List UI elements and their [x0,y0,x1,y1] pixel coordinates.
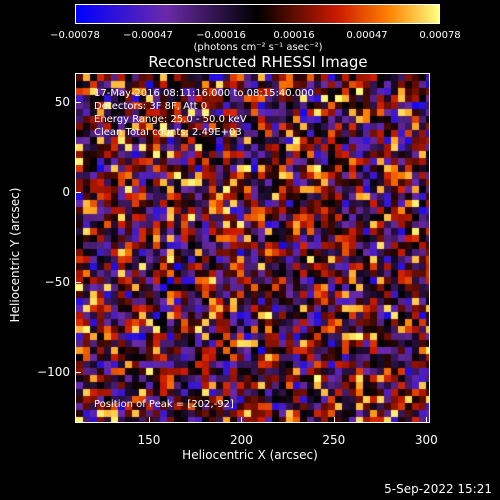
colorbar-unit: (photons cm⁻² s⁻¹ asec⁻²) [193,42,323,53]
y-tick-label: −100 [37,365,70,380]
time-range-annotation: 17-May-2016 08:11:16.000 to 08:15:40.000 [94,88,314,99]
x-axis-label: Heliocentric X (arcsec) [182,448,318,462]
colorbar-tick-label: −0.00016 [196,30,246,41]
x-tick-label: 250 [322,433,346,447]
x-tick-mark [333,417,335,423]
x-tick-label: 200 [229,433,253,447]
x-tick-label: 300 [414,433,438,447]
x-tick-mark [426,417,428,423]
clean-annotation: Clean Total counts: 2.49E+03 [94,127,242,138]
colorbar-tick-label: 0.00047 [346,30,388,41]
y-tick-mark [75,372,81,374]
colorbar-tick-label: 0.00016 [273,30,315,41]
chart-title: Reconstructed RHESSI Image [148,53,368,71]
x-tick-mark [241,417,243,423]
colorbar [75,4,440,24]
heatmap [76,74,429,422]
colorbar-tick-label: 0.00078 [419,30,461,41]
x-tick-mark [148,417,150,423]
peak-annotation: Position of Peak = [202,-92] [94,399,234,410]
timestamp: 5-Sep-2022 15:21 [384,482,492,496]
plot-area: 17-May-2016 08:11:16.000 to 08:15:40.000… [75,73,430,423]
colorbar-tick-label: −0.00047 [123,30,173,41]
y-tick-label: 50 [54,94,70,109]
colorbar-tick-label: −0.00078 [50,30,100,41]
detectors-annotation: Detectors: 3F 8F, Att 0 [94,101,208,112]
energy-annotation: Energy Range: 25.0 - 50.0 keV [94,114,247,125]
y-axis-label: Heliocentric Y (arcsec) [8,187,22,323]
y-tick-mark [75,282,81,284]
y-tick-mark [75,192,81,194]
y-tick-label: −50 [44,275,70,290]
x-tick-label: 150 [137,433,161,447]
y-tick-mark [75,101,81,103]
y-tick-label: 0 [62,185,70,200]
